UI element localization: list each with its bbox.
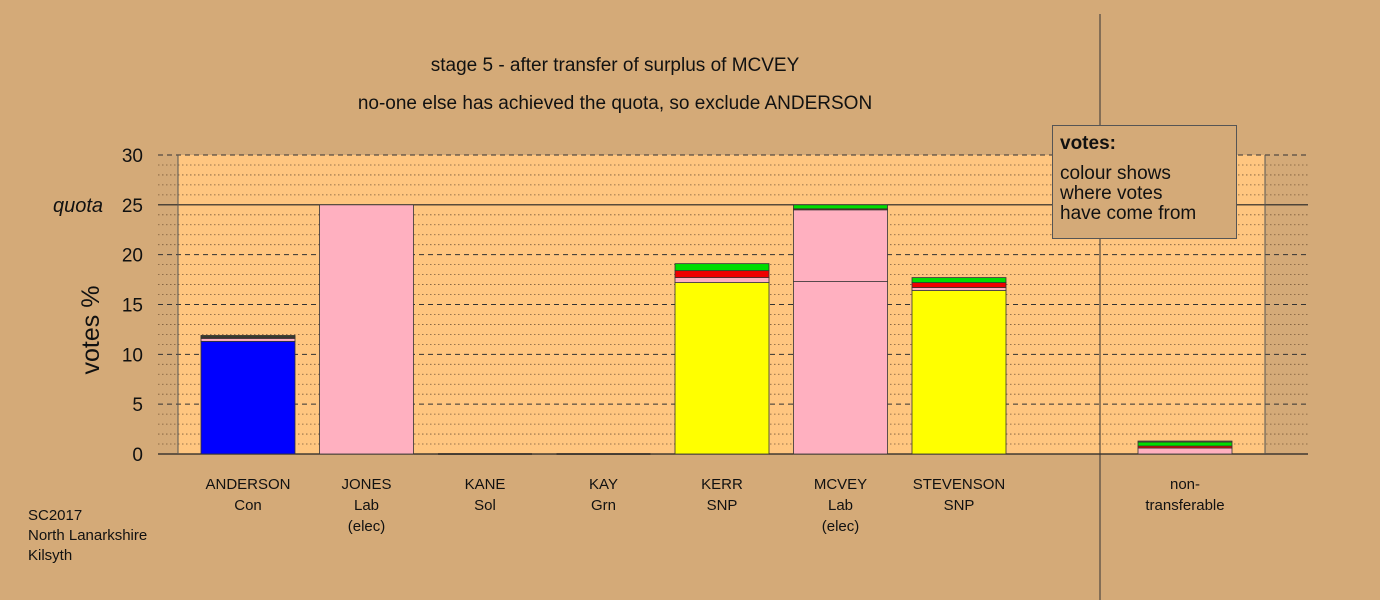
y-tick-label: 5 — [132, 395, 143, 416]
chart-subtitle: no-one else has achieved the quota, so e… — [357, 93, 873, 114]
y-axis-label: votes % — [77, 286, 105, 375]
y-tick-label: 10 — [122, 345, 143, 366]
candidate-anderson-segment-con — [200, 340, 296, 455]
candidate-anderson-segment-other — [200, 334, 296, 337]
candidate-kerr-segment-grn — [674, 263, 770, 272]
candidate-kerr-segment-sol — [674, 270, 770, 278]
y-tick-label: 20 — [122, 246, 143, 267]
legend-title: votes: — [1060, 133, 1116, 154]
candidate-party-label: Lab — [354, 497, 379, 514]
candidate-name-label: ANDERSON — [205, 476, 290, 493]
candidate-stevenson-segment-sol — [911, 282, 1007, 288]
candidate-party-label: SNP — [707, 497, 738, 514]
legend-box: votes: colour shows where votes have com… — [1052, 125, 1237, 239]
candidate-kerr-bar — [674, 263, 770, 455]
candidate-anderson-segment-lab — [200, 337, 296, 342]
y-tick-label: 0 — [132, 445, 143, 466]
footer-council: North Lanarkshire — [28, 527, 148, 544]
nontransferable-segment-lab — [1137, 447, 1233, 455]
candidate-name-label: KANE — [465, 476, 506, 493]
candidate-party-label: Sol — [474, 497, 496, 514]
candidate-party-label: SNP — [944, 497, 975, 514]
candidate-mcvey-segment-grn — [793, 204, 888, 210]
legend-line-3: have come from — [1060, 203, 1197, 224]
y-tick-label: 15 — [122, 296, 143, 317]
candidate-jones-segment-lab — [319, 204, 414, 455]
candidate-party-label: Lab — [828, 497, 853, 514]
candidate-stevenson-segment-snp — [911, 290, 1007, 455]
candidate-status-label: (elec) — [822, 518, 860, 535]
y-tick-label: 30 — [122, 146, 143, 167]
nontransferable-bar — [1137, 440, 1233, 455]
legend-line-1: colour shows — [1060, 163, 1171, 184]
candidate-mcvey-segment-lab — [793, 281, 888, 455]
nontransferable-segment-grn — [1137, 441, 1233, 447]
nontransferable-label-line1: non- — [1170, 476, 1200, 493]
footer-info: SC2017 North Lanarkshire Kilsyth — [28, 506, 147, 566]
candidate-name-label: JONES — [341, 476, 391, 493]
candidate-name-label: MCVEY — [814, 476, 867, 493]
candidate-mcvey-bar — [793, 204, 888, 455]
y-tick-label: 25 — [122, 196, 143, 217]
candidate-mcvey-segment-lab — [793, 209, 888, 282]
candidate-jones-bar — [319, 204, 414, 455]
footer-ward: Kilsyth — [28, 547, 73, 564]
quota-label: quota — [53, 195, 103, 217]
candidate-name-label: KAY — [589, 476, 618, 493]
chart-title: stage 5 - after transfer of surplus of M… — [430, 55, 800, 76]
nontransferable-label-line2: transferable — [1145, 497, 1224, 514]
candidate-kerr-segment-lab — [674, 277, 770, 283]
candidate-stevenson-segment-lab — [911, 287, 1007, 291]
candidate-stevenson-segment-grn — [911, 277, 1007, 283]
candidate-name-label: STEVENSON — [913, 476, 1006, 493]
candidate-status-label: (elec) — [348, 518, 386, 535]
candidate-kerr-segment-snp — [674, 282, 770, 455]
candidate-name-label: KERR — [701, 476, 743, 493]
candidate-party-label: Grn — [591, 497, 616, 514]
legend-line-2: where votes — [1060, 183, 1163, 204]
candidate-anderson-bar — [200, 334, 296, 455]
candidate-stevenson-bar — [911, 277, 1007, 455]
candidate-party-label: Con — [234, 497, 262, 514]
footer-election: SC2017 — [28, 507, 83, 524]
nontransferable-segment-other — [1137, 440, 1233, 443]
